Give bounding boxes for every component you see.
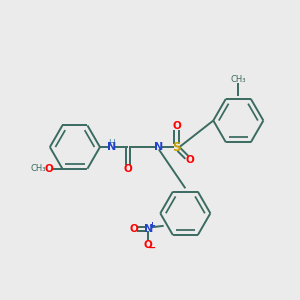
Text: +: + xyxy=(148,221,155,230)
Text: N: N xyxy=(107,142,116,152)
Text: H: H xyxy=(108,139,115,148)
Text: N: N xyxy=(144,224,153,234)
Text: O: O xyxy=(45,164,53,174)
Text: O: O xyxy=(172,122,181,131)
Text: S: S xyxy=(172,141,181,154)
Text: CH₃: CH₃ xyxy=(30,164,46,173)
Text: O: O xyxy=(130,224,139,234)
Text: O: O xyxy=(185,155,194,165)
Text: N: N xyxy=(154,142,164,152)
Text: O: O xyxy=(124,164,132,174)
Text: CH₃: CH₃ xyxy=(231,74,246,83)
Text: O: O xyxy=(144,240,153,250)
Text: −: − xyxy=(148,243,157,253)
